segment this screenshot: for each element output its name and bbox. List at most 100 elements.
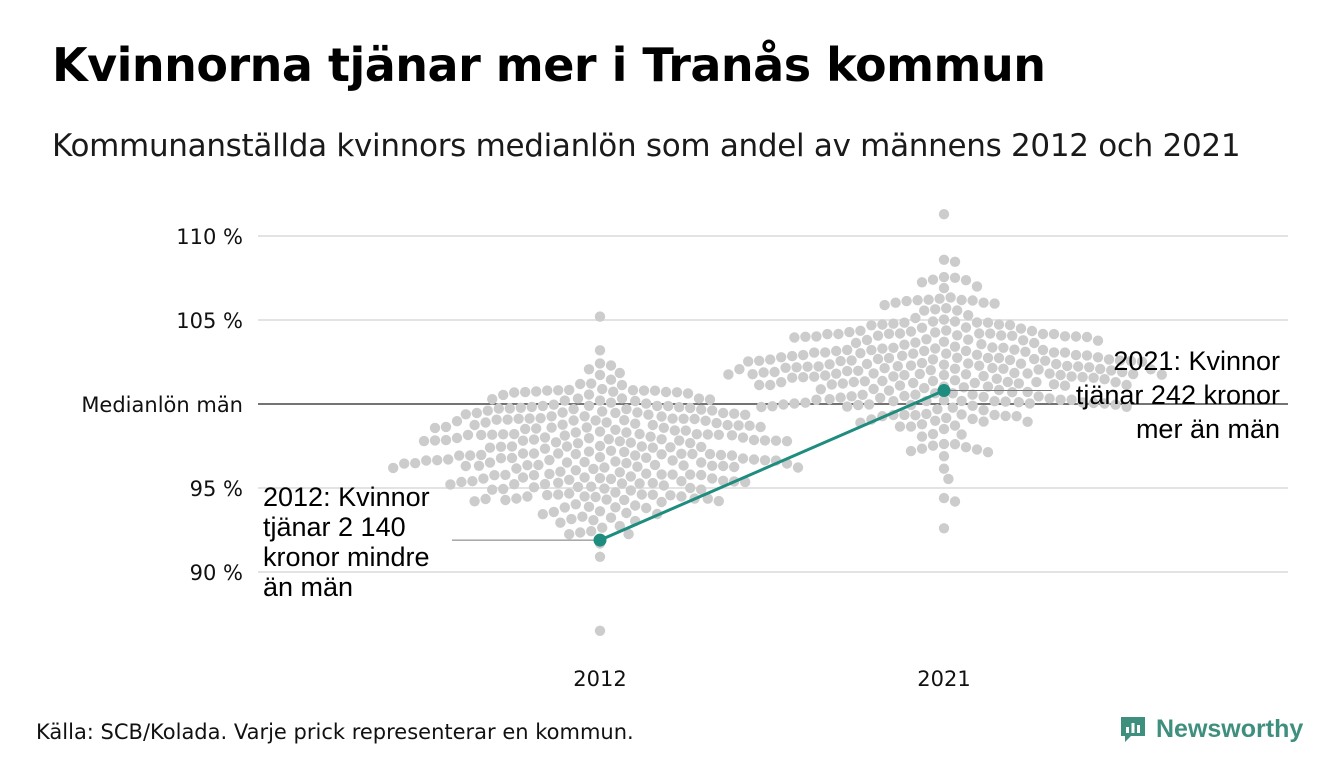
data-point [445,479,456,490]
data-point [517,448,529,459]
data-point [559,502,570,513]
data-point [542,385,553,396]
data-point [674,435,685,446]
data-point [767,401,778,412]
data-point [899,409,910,421]
data-point [899,390,910,402]
data-point [842,365,853,377]
data-point [557,407,568,418]
data-point [916,443,928,454]
data-point [890,297,901,308]
data-point [583,501,595,512]
data-point [506,452,518,464]
data-point [561,441,573,452]
data-point [744,420,755,431]
data-point [597,522,608,533]
data-point [610,456,621,467]
dot-swarm [388,209,1168,636]
data-point [1055,369,1066,381]
data-point [726,430,738,441]
data-point [696,404,707,415]
data-point [610,502,621,513]
data-point [707,405,718,416]
data-point [989,396,1000,407]
data-point [460,409,471,420]
y-tick-label: 105 % [176,309,243,333]
data-point [971,317,983,328]
data-point [769,366,780,378]
data-point [798,349,809,361]
data-point [643,409,654,420]
data-point [647,442,658,453]
data-point [982,447,994,458]
data-point [605,512,617,523]
data-point [630,395,641,407]
data-point [877,375,888,387]
data-point [594,452,606,463]
data-point [440,421,452,433]
data-point [621,507,632,519]
data-point [960,345,972,357]
data-point [985,328,996,339]
data-point [599,483,610,494]
data-point [583,400,595,411]
data-point [919,382,930,394]
beeswarm-chart: 110 % 105 % Medianlön män 95 % 90 % 2012 2021… [81,209,1288,691]
data-point [800,331,811,342]
data-point [855,348,866,359]
data-point [1066,394,1077,405]
data-point [949,363,961,374]
data-point [780,362,791,373]
data-point [1125,355,1137,367]
data-point [842,401,853,412]
data-point [610,407,621,419]
data-point [776,352,787,363]
data-point [685,469,696,480]
data-point [792,462,804,473]
data-point [1009,367,1020,379]
data-point [594,473,606,484]
data-point [429,435,441,446]
data-point [476,429,487,441]
data-point [594,358,606,369]
y-tick-label: 90 % [190,561,243,585]
data-point [1015,323,1027,334]
data-point [520,386,531,398]
data-point [770,435,782,446]
data-point [616,393,628,404]
data-point [813,361,824,372]
data-point [509,387,520,398]
data-point [465,450,476,461]
data-point [802,361,813,372]
data-point [495,453,507,464]
data-point [938,423,950,435]
data-point [978,370,989,382]
data-point [601,417,612,428]
data-point [982,317,994,328]
data-point [509,479,520,490]
data-point [1002,376,1013,388]
data-point [737,432,749,443]
data-point [700,415,711,426]
data-point [1040,355,1051,366]
data-point [989,298,1000,309]
data-point [625,485,636,496]
highlight-line [599,389,945,542]
data-point [603,434,614,445]
data-point [868,368,879,379]
brand-name: Newsworthy [1156,714,1304,743]
data-point [502,414,513,425]
data-point [548,399,559,410]
brand-logo[interactable]: Newsworthy [1118,714,1303,744]
annotation-2021-line: tjänar 242 kronor [1076,380,1280,410]
data-point [421,455,432,466]
data-point [982,381,994,392]
data-point [619,446,630,458]
data-point [693,393,705,404]
data-point [1095,363,1106,375]
data-point [787,372,798,383]
data-point [647,477,658,489]
annotation-2012-line: tjänar 2 140 [263,512,406,542]
data-point [625,437,636,448]
data-point [476,449,487,461]
